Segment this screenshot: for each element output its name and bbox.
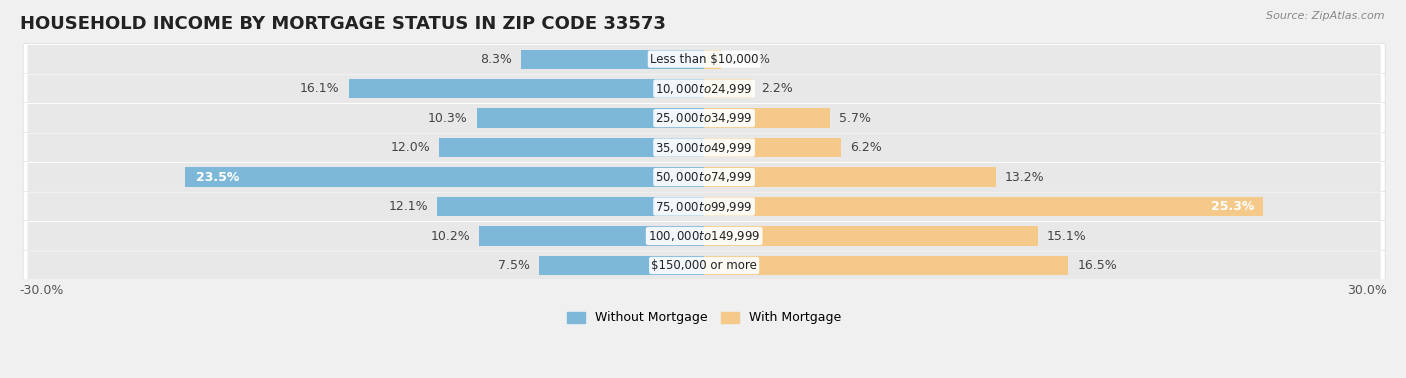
Bar [186, 167, 704, 187]
Text: $150,000 or more: $150,000 or more [651, 259, 756, 272]
FancyBboxPatch shape [22, 44, 1385, 74]
Text: 12.1%: 12.1% [388, 200, 427, 213]
Text: $25,000 to $34,999: $25,000 to $34,999 [655, 111, 752, 125]
FancyBboxPatch shape [22, 162, 1385, 192]
Text: $75,000 to $99,999: $75,000 to $99,999 [655, 200, 752, 214]
Bar [704, 197, 1263, 216]
Text: HOUSEHOLD INCOME BY MORTGAGE STATUS IN ZIP CODE 33573: HOUSEHOLD INCOME BY MORTGAGE STATUS IN Z… [20, 15, 665, 33]
FancyBboxPatch shape [28, 45, 1381, 73]
Bar [704, 79, 752, 98]
Bar [704, 226, 1038, 246]
FancyBboxPatch shape [28, 163, 1381, 191]
Bar [349, 79, 704, 98]
Text: 6.2%: 6.2% [849, 141, 882, 154]
FancyBboxPatch shape [22, 191, 1385, 222]
FancyBboxPatch shape [22, 132, 1385, 163]
FancyBboxPatch shape [28, 251, 1381, 280]
Text: 8.3%: 8.3% [479, 53, 512, 66]
Bar [704, 138, 841, 157]
Bar [704, 50, 721, 69]
Bar [477, 108, 704, 128]
Bar [538, 256, 704, 275]
Text: 2.2%: 2.2% [762, 82, 793, 95]
Text: 7.5%: 7.5% [498, 259, 530, 272]
Text: $50,000 to $74,999: $50,000 to $74,999 [655, 170, 752, 184]
FancyBboxPatch shape [22, 250, 1385, 281]
FancyBboxPatch shape [28, 104, 1381, 132]
Text: Less than $10,000: Less than $10,000 [650, 53, 758, 66]
Text: $35,000 to $49,999: $35,000 to $49,999 [655, 141, 752, 155]
Text: $10,000 to $24,999: $10,000 to $24,999 [655, 82, 752, 96]
Text: 23.5%: 23.5% [197, 170, 239, 184]
FancyBboxPatch shape [22, 103, 1385, 133]
Legend: Without Mortgage, With Mortgage: Without Mortgage, With Mortgage [567, 311, 842, 324]
FancyBboxPatch shape [22, 221, 1385, 251]
Bar [704, 108, 830, 128]
Text: 10.3%: 10.3% [427, 112, 468, 125]
Text: 16.1%: 16.1% [299, 82, 340, 95]
Text: Source: ZipAtlas.com: Source: ZipAtlas.com [1267, 11, 1385, 21]
Bar [704, 167, 995, 187]
Text: $100,000 to $149,999: $100,000 to $149,999 [648, 229, 761, 243]
Text: 13.2%: 13.2% [1004, 170, 1045, 184]
Text: 10.2%: 10.2% [430, 229, 470, 243]
Bar [704, 256, 1069, 275]
Text: 12.0%: 12.0% [391, 141, 430, 154]
Bar [520, 50, 704, 69]
FancyBboxPatch shape [28, 192, 1381, 221]
Text: 5.7%: 5.7% [839, 112, 870, 125]
Bar [439, 138, 704, 157]
FancyBboxPatch shape [28, 74, 1381, 103]
FancyBboxPatch shape [28, 222, 1381, 250]
Bar [479, 226, 704, 246]
FancyBboxPatch shape [28, 133, 1381, 162]
Bar [437, 197, 704, 216]
Text: 25.3%: 25.3% [1211, 200, 1254, 213]
Text: 0.78%: 0.78% [730, 53, 770, 66]
Text: 15.1%: 15.1% [1046, 229, 1085, 243]
FancyBboxPatch shape [22, 73, 1385, 104]
Text: 16.5%: 16.5% [1077, 259, 1116, 272]
